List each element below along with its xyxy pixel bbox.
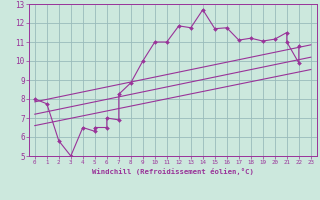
X-axis label: Windchill (Refroidissement éolien,°C): Windchill (Refroidissement éolien,°C) (92, 168, 254, 175)
